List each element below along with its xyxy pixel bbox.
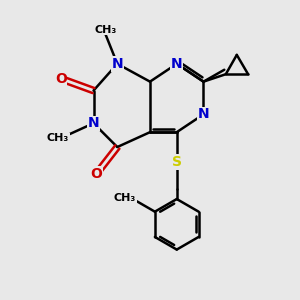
Text: O: O [55, 72, 67, 86]
Text: CH₃: CH₃ [47, 133, 69, 143]
Text: N: N [88, 116, 99, 130]
Text: O: O [91, 167, 102, 181]
Text: N: N [198, 107, 209, 121]
Text: CH₃: CH₃ [114, 193, 136, 203]
Text: N: N [171, 57, 183, 71]
Text: S: S [172, 155, 182, 169]
Text: N: N [112, 57, 123, 71]
Text: CH₃: CH₃ [94, 25, 116, 34]
